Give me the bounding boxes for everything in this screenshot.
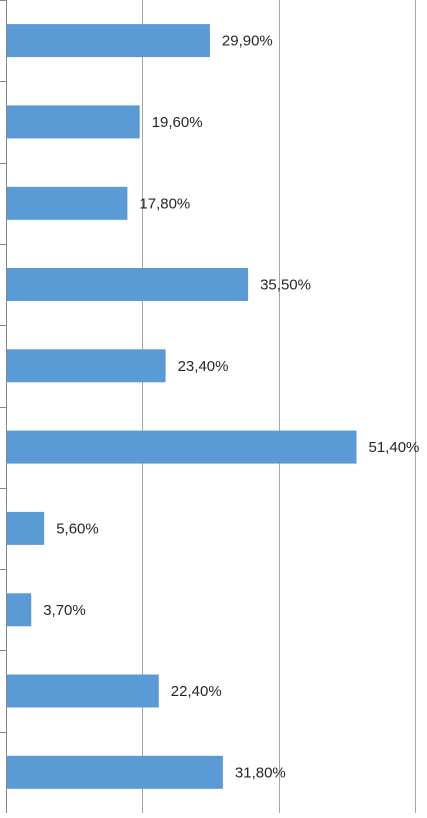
bar-10 (7, 755, 223, 789)
bar-6 (7, 430, 357, 464)
bar-7 (7, 511, 45, 545)
data-label-7: 5,60% (56, 520, 99, 537)
category-axis (0, 0, 7, 814)
bar-9 (7, 674, 159, 708)
data-label-10: 31,80% (235, 764, 286, 781)
bar-5 (7, 349, 166, 383)
data-label-2: 19,60% (152, 114, 203, 131)
bar-1 (7, 24, 210, 58)
bars (7, 24, 357, 789)
data-label-6: 51,40% (369, 439, 420, 456)
data-label-9: 22,40% (171, 683, 222, 700)
bar-2 (7, 105, 140, 139)
data-label-1: 29,90% (222, 33, 273, 50)
data-labels: 29,90% 19,60% 17,80% 35,50% 23,40% 51,40% 5,60… (43, 33, 419, 782)
data-label-8: 3,70% (43, 602, 86, 619)
data-label-4: 35,50% (260, 277, 311, 294)
data-label-3: 17,80% (139, 195, 190, 212)
bar-3 (7, 186, 128, 220)
data-label-5: 23,40% (178, 358, 229, 375)
bar-4 (7, 268, 249, 301)
bar-8 (7, 593, 32, 627)
